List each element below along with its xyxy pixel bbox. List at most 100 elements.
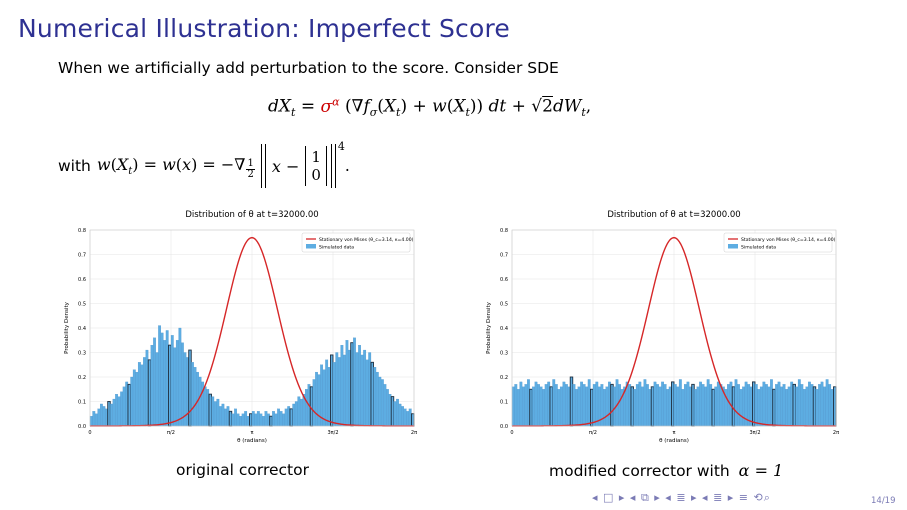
histogram-bar (742, 386, 745, 427)
x-axis-label: θ (radians) (659, 438, 689, 444)
histogram-bar (115, 394, 118, 427)
legend-entry: Simulated data (319, 245, 354, 251)
histogram-bar (828, 384, 832, 427)
histogram-bar (577, 386, 581, 427)
slide-title: Numerical Illustration: Imperfect Score (18, 14, 511, 43)
histogram-bar (396, 398, 399, 427)
histogram-bar (117, 396, 121, 427)
histogram-bar (140, 364, 144, 427)
histogram-bar (208, 393, 212, 427)
histogram-bar (787, 386, 791, 427)
histogram-bar (269, 415, 273, 427)
histogram-bar (542, 389, 546, 427)
histogram-bar (585, 386, 589, 427)
histogram-bar (360, 354, 364, 427)
histogram-bar (782, 384, 786, 427)
sde-equation: dXt = σα (∇fσ(Xt) + w(Xt)) dt + √2dWt, (268, 95, 592, 120)
histogram-bar (330, 354, 334, 427)
histogram-bar (127, 383, 131, 427)
legend-box (723, 232, 833, 253)
y-tick-label: 0.1 (500, 400, 508, 406)
histogram-bar (554, 384, 558, 427)
histogram-bar (694, 389, 697, 427)
y-tick-label: 0.8 (78, 228, 86, 234)
histogram-bar (684, 384, 687, 427)
histogram-bar (823, 386, 826, 427)
histogram-bar (378, 376, 382, 427)
histogram-bar (236, 413, 240, 427)
histogram-bar (277, 408, 280, 427)
x-tick-label: π (250, 430, 253, 436)
histogram-bar (224, 408, 227, 427)
histogram-bar (549, 386, 553, 427)
chart-left-panel: Distribution of θ at t=32000.00 0.0 0.1 0.2… (62, 208, 417, 448)
histogram-bar (102, 406, 106, 427)
histogram-bar (191, 362, 194, 427)
histogram-bar (345, 340, 349, 427)
histogram-bar (279, 411, 283, 427)
histogram-bar (569, 376, 574, 427)
histogram-bar (401, 406, 404, 427)
histogram-bar (580, 381, 583, 427)
histogram-bar (353, 337, 356, 427)
histogram-bar (673, 384, 677, 427)
x-tick-label: π/2 (589, 430, 597, 436)
histogram-bar (663, 384, 667, 427)
histogram-bar (737, 384, 740, 427)
histogram-bar (305, 389, 308, 427)
beamer-navigation[interactable]: ◂ □ ▸ ◂ ⧉ ▸ ◂ ≣ ▸ ◂ ≣ ▸ ≡ ⟲⌕ (592, 491, 771, 504)
chart-title: Distribution of θ at t=32000.00 (185, 210, 318, 220)
histogram-bar (92, 411, 96, 427)
histogram-bar (244, 411, 248, 427)
histogram-bar (254, 413, 258, 427)
histogram-bar (135, 371, 139, 427)
plot-frame (511, 229, 837, 427)
histogram-bar (312, 379, 316, 427)
histogram-bar (181, 342, 184, 427)
histogram-bar (808, 381, 811, 427)
histogram-bar (97, 408, 101, 427)
histogram-bar (239, 416, 242, 427)
x-tick-label: 0 (88, 430, 91, 436)
y-tick-label: 0.7 (500, 253, 508, 259)
legend-bar-swatch (306, 244, 316, 249)
histogram-bar (147, 359, 152, 427)
histogram-bar (539, 386, 543, 427)
histogram-bar (653, 381, 657, 427)
histogram-bar (785, 389, 789, 427)
y-tick-label: 0.0 (500, 424, 508, 430)
chart-left: Distribution of θ at t=32000.00 0.0 0.1 0.2… (64, 210, 417, 444)
histogram-bar (681, 389, 685, 427)
histogram-bar (94, 413, 98, 427)
histogram-bar (284, 408, 288, 427)
histogram-bar (716, 381, 720, 427)
histogram-bar (234, 408, 237, 427)
histogram-bar (221, 403, 225, 427)
y-axis-label: Probability Density (486, 301, 492, 353)
histogram-bar (519, 381, 523, 427)
y-tick-label: 0.5 (500, 302, 508, 308)
histogram-bar (706, 379, 710, 427)
histogram-bar (661, 381, 664, 427)
histogram-bar (228, 410, 233, 427)
histogram-bar (211, 396, 215, 427)
histogram-bar (107, 401, 111, 427)
histogram-bar (802, 389, 806, 427)
histogram-bar (386, 389, 389, 427)
histogram-bar (110, 403, 113, 427)
histogram-bar (89, 416, 93, 427)
histogram-bar (231, 413, 235, 427)
histogram-bar (380, 379, 384, 427)
histogram-bar (175, 340, 179, 427)
histogram-bar (805, 386, 809, 427)
histogram-bar (638, 381, 642, 427)
histogram-bar (767, 386, 771, 427)
histogram-bar (198, 376, 202, 427)
histogram-bar (557, 389, 561, 427)
histogram-bar (289, 408, 293, 427)
histogram-bar (565, 384, 568, 427)
histogram-bar (704, 386, 708, 427)
histogram-bar (363, 349, 367, 427)
von-mises-curve (512, 236, 836, 427)
y-tick-label: 0.6 (500, 277, 508, 283)
